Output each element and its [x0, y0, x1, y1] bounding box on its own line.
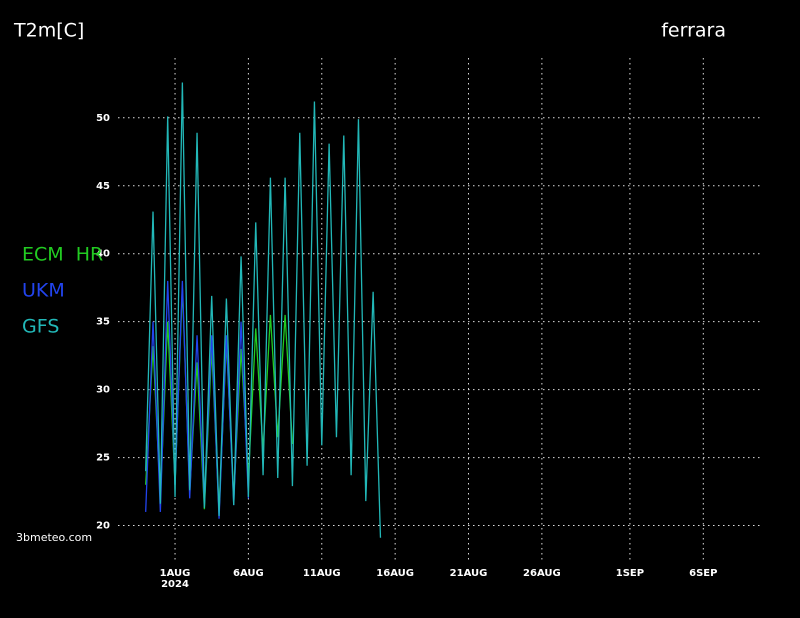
source: 3bmeteo.com — [16, 531, 92, 544]
y-tick-label: 25 — [96, 453, 110, 464]
x-tick-label: 1SEP — [616, 568, 644, 579]
x-tick-label: 1AUG — [160, 568, 191, 579]
x-tick-year: 2024 — [161, 579, 189, 590]
location: ferrara — [661, 20, 726, 42]
x-tick-label: 11AUG — [303, 568, 341, 579]
y-tick-label: 50 — [96, 113, 110, 124]
y-tick-label: 20 — [96, 521, 110, 532]
y-tick-label: 45 — [96, 181, 110, 192]
y-tick-label: 40 — [96, 249, 110, 260]
legend-entry: ECM HR — [22, 244, 103, 266]
x-tick-label: 6SEP — [689, 568, 717, 579]
legend-entry: GFS — [22, 316, 59, 338]
series-line — [145, 82, 382, 538]
y-tick-label: 35 — [96, 317, 110, 328]
x-tick-label: 21AUG — [450, 568, 488, 579]
legend-entry: UKM — [22, 280, 65, 302]
x-tick-label: 6AUG — [233, 568, 264, 579]
x-tick-label: 26AUG — [523, 568, 561, 579]
y-tick-label: 30 — [96, 385, 110, 396]
chart-title: T2m[C] — [13, 20, 84, 42]
x-tick-label: 16AUG — [376, 568, 414, 579]
